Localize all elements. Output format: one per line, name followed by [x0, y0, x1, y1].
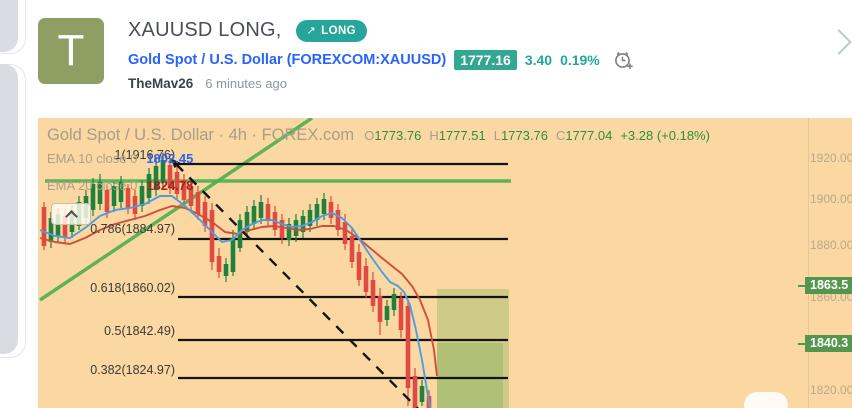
fib-label-0382: 0.382(1824.97): [90, 363, 175, 377]
long-badge[interactable]: ↗ LONG: [295, 19, 367, 42]
price-badge-1863-value: 1863.5: [805, 277, 852, 294]
badge-tick: [798, 342, 805, 345]
chart-panel[interactable]: Gold Spot / U.S. Dollar · 4h · FOREX.com…: [38, 118, 852, 408]
watermark-blob: [744, 392, 788, 408]
author-row: TheMav26 6 minutes ago: [128, 76, 287, 91]
badge-tick: [798, 284, 805, 287]
author-name[interactable]: TheMav26: [128, 76, 194, 91]
ohlc-high-value: 1777.51: [438, 128, 486, 143]
chart-canvas[interactable]: [38, 118, 852, 408]
adjacent-card-edge: [0, 64, 18, 354]
post-title-row: XAUUSD LONG, ↗ LONG: [128, 19, 367, 42]
ohlc-open-key: O: [364, 128, 375, 143]
ohlc-high-key: H: [429, 128, 439, 143]
fib-label-05: 0.5(1842.49): [104, 324, 175, 338]
add-alert-icon[interactable]: [612, 49, 634, 71]
avatar-letter: T: [57, 26, 85, 75]
ohlc-close-value: 1777.04: [565, 128, 613, 143]
price-change: 3.40: [524, 52, 553, 68]
axis-label-1880: 1880.00: [810, 238, 852, 252]
axis-label-1900: 1900.00: [810, 192, 852, 206]
symbol-row: Gold Spot / U.S. Dollar (FOREXCOM:XAUUSD…: [128, 49, 634, 71]
ohlc-low-key: L: [493, 128, 501, 143]
last-price-badge[interactable]: 1777.16: [454, 50, 517, 70]
chevron-up-icon: [64, 209, 78, 223]
indicator-row-ema10[interactable]: EMA 10 close 0 1802.45: [47, 151, 193, 166]
arrow-up-right-icon: ↗: [306, 25, 317, 37]
axis-label-1920: 1920.00: [810, 151, 852, 165]
adjacent-card-edge-top: [0, 0, 18, 52]
ohlc-change: +3.28 (+0.18%): [620, 128, 710, 143]
carousel-next-icon[interactable]: [826, 29, 852, 55]
post-title[interactable]: XAUUSD LONG,: [128, 19, 282, 41]
axis-label-1820: 1820.00: [810, 383, 852, 397]
price-change-percent: 0.19%: [560, 52, 600, 68]
fib-label-1: 1(1916.76): [114, 148, 175, 162]
symbol-link[interactable]: Gold Spot / U.S. Dollar (FOREXCOM:XAUUSD…: [128, 52, 447, 68]
price-badge-1840: 1840.3: [798, 335, 852, 352]
indicator-row-ema20[interactable]: EMA 20 close 0 1824.78: [47, 178, 193, 193]
fib-label-0786: 0.786(1884.97): [90, 222, 175, 236]
long-badge-label: LONG: [321, 24, 356, 37]
avatar[interactable]: T: [38, 18, 104, 84]
price-badge-1863: 1863.5: [798, 277, 852, 294]
chart-legend: Gold Spot / U.S. Dollar · 4h · FOREX.com…: [47, 126, 710, 145]
fib-label-0618: 0.618(1860.02): [90, 281, 175, 295]
ema20-label: EMA 20 close 0: [47, 178, 138, 193]
ohlc-low-value: 1773.76: [500, 128, 548, 143]
chart-symbol-title[interactable]: Gold Spot / U.S. Dollar · 4h · FOREX.com: [47, 126, 355, 144]
price-axis-separator: [808, 118, 809, 408]
collapse-legend-button[interactable]: [51, 203, 91, 225]
ohlc-close-key: C: [555, 128, 566, 143]
ema20-value: 1824.78: [146, 178, 194, 193]
post-timestamp: 6 minutes ago: [205, 76, 287, 91]
ema10-value: 1802.45: [146, 151, 194, 166]
ohlc-open-value: 1773.76: [374, 128, 422, 143]
price-badge-1840-value: 1840.3: [805, 335, 852, 352]
ema10-label: EMA 10 close 0: [47, 151, 138, 166]
